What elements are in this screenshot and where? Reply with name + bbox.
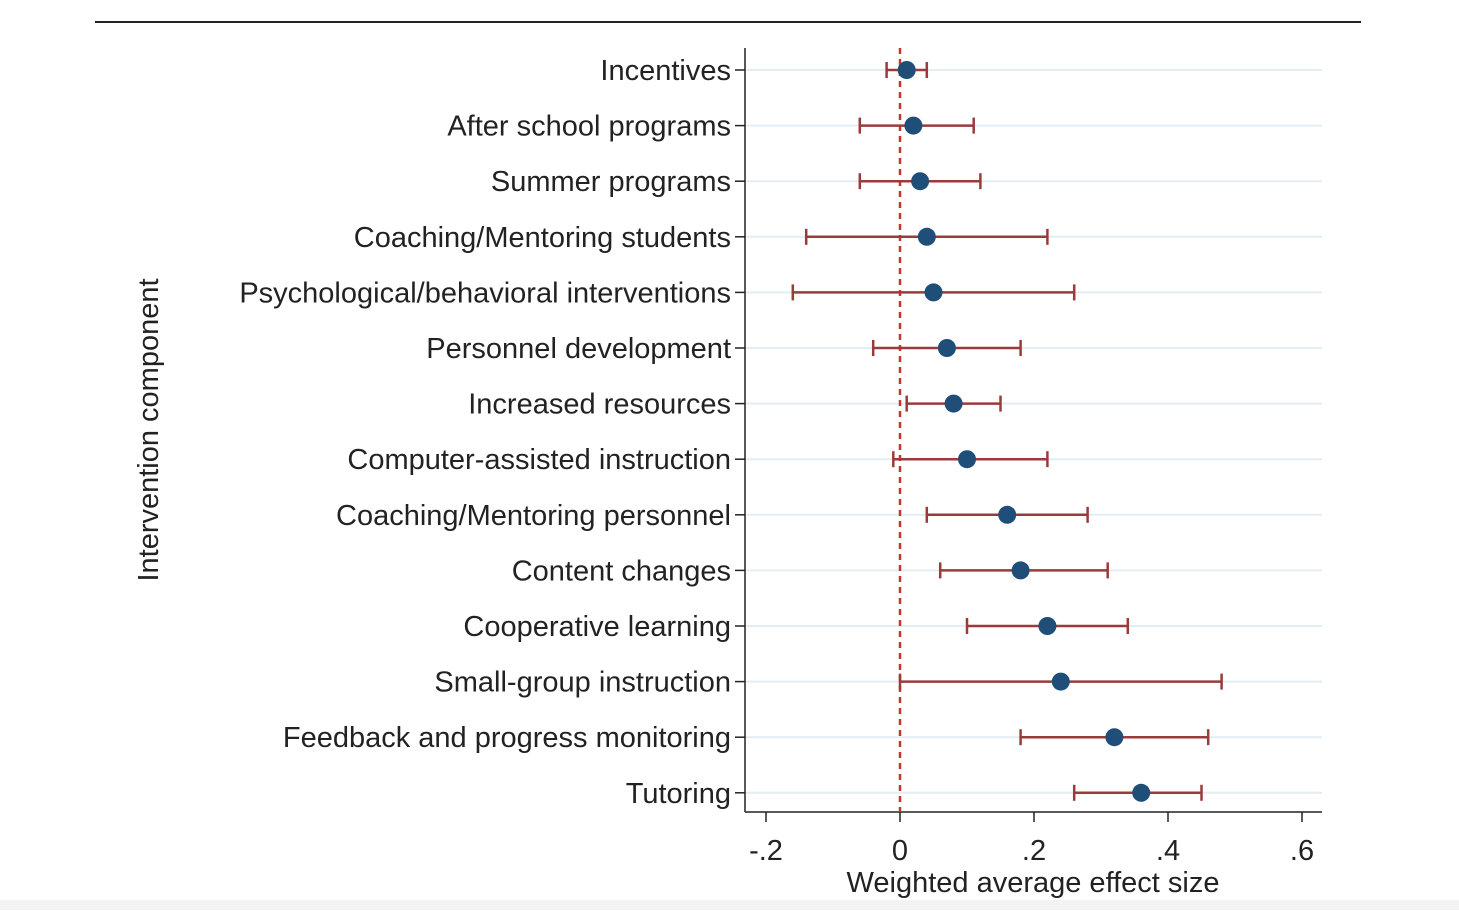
gridlines bbox=[745, 69, 1322, 794]
category-label: Tutoring bbox=[626, 778, 731, 810]
x-tick-label: -.2 bbox=[749, 835, 783, 867]
bottom-strip bbox=[0, 900, 1459, 910]
point-estimate bbox=[958, 450, 976, 469]
category-label: Feedback and progress monitoring bbox=[283, 722, 731, 754]
point-estimate bbox=[924, 283, 943, 302]
point-estimate bbox=[897, 61, 916, 79]
category-label: Summer programs bbox=[491, 166, 731, 198]
y-axis-title: Intervention component bbox=[133, 278, 165, 581]
point-estimate bbox=[998, 505, 1017, 524]
category-label: Personnel development bbox=[426, 333, 731, 365]
x-ticks: -.2 0 .2 .4 .6 bbox=[749, 812, 1314, 867]
x-tick-label: .2 bbox=[1022, 835, 1046, 867]
category-label: Coaching/Mentoring students bbox=[354, 222, 731, 254]
point-estimate bbox=[911, 172, 930, 191]
category-label: Content changes bbox=[512, 555, 731, 587]
category-label: Increased resources bbox=[468, 389, 731, 421]
x-axis-title: Weighted average effect size bbox=[847, 867, 1220, 899]
point-estimate bbox=[944, 394, 963, 413]
category-label: Computer-assisted instruction bbox=[347, 444, 731, 476]
axes bbox=[735, 48, 1322, 813]
category-label: Incentives bbox=[600, 55, 731, 87]
point-estimate bbox=[937, 339, 956, 357]
x-tick-label: .4 bbox=[1156, 835, 1180, 867]
point-estimate bbox=[1105, 728, 1124, 747]
confidence-intervals bbox=[791, 62, 1223, 801]
point-estimates bbox=[897, 61, 1151, 802]
point-estimate bbox=[1011, 561, 1030, 580]
category-label: Psychological/behavioral interventions bbox=[239, 277, 731, 309]
point-estimate bbox=[1038, 617, 1057, 635]
x-tick-label: .6 bbox=[1290, 835, 1314, 867]
category-label: After school programs bbox=[447, 111, 731, 143]
category-labels: Incentives After school programs Summer pr… bbox=[239, 55, 731, 810]
point-estimate bbox=[904, 116, 923, 135]
point-estimate bbox=[1132, 783, 1151, 802]
category-label: Coaching/Mentoring personnel bbox=[336, 500, 731, 532]
category-label: Cooperative learning bbox=[463, 611, 731, 643]
point-estimate bbox=[1051, 672, 1070, 691]
category-label: Small-group instruction bbox=[434, 667, 731, 699]
point-estimate bbox=[917, 227, 936, 246]
x-tick-label: 0 bbox=[892, 835, 908, 867]
